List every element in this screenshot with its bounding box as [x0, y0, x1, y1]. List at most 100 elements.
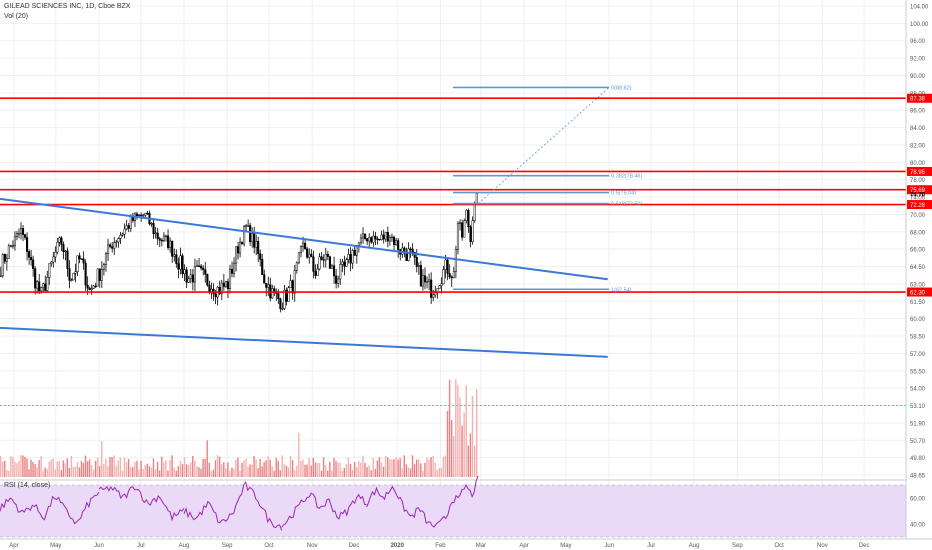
candle-body: [195, 265, 199, 267]
volume-bar: [70, 455, 73, 477]
volume-bar: [216, 455, 219, 477]
volume-bar: [169, 459, 171, 477]
volume-bar: [341, 470, 343, 477]
volume-bar: [171, 455, 173, 477]
candle-body: [17, 233, 21, 235]
volume-bar: [158, 470, 161, 477]
candle-body: [64, 250, 67, 253]
volume-bar: [436, 469, 438, 477]
chart-drawings: 0(88.62) 0.382(78.46) 0.5(75.04) 0.618(72.5…: [0, 85, 906, 358]
volume-bar: [163, 462, 165, 477]
x-tick-label: Feb: [435, 543, 446, 549]
candle-body: [113, 242, 116, 249]
candle-body: [297, 252, 300, 264]
volume-bar: [0, 456, 2, 477]
candle-body: [446, 259, 449, 274]
volume-bar: [322, 457, 325, 477]
volume-bar: [241, 462, 243, 477]
price-tick-label: 88.00: [910, 91, 926, 97]
volume-bars: [0, 379, 906, 477]
candle-body: [24, 234, 27, 238]
volume-bar: [360, 462, 362, 477]
volume-bar: [320, 470, 323, 477]
candle-body: [378, 238, 381, 241]
volume-bar: [117, 460, 119, 477]
rsi-tick-label: 40.00: [910, 523, 926, 529]
volume-bar: [177, 466, 179, 477]
price-tick-label: 54.00: [910, 387, 926, 393]
price-tick-label: 60.00: [910, 317, 926, 323]
volume-bar: [475, 389, 478, 477]
candle-body: [183, 269, 186, 274]
candle-body: [115, 241, 118, 243]
candle-body: [417, 265, 420, 267]
volume-bar: [393, 459, 395, 477]
candle-body: [432, 294, 435, 298]
candle-body: [60, 237, 63, 245]
volume-bar: [455, 379, 457, 477]
candle-body: [339, 264, 342, 280]
candle-body: [138, 214, 141, 216]
volume-bar: [60, 470, 63, 477]
volume-bar: [68, 467, 71, 477]
candle-body: [440, 283, 443, 287]
candle-body: [26, 237, 29, 252]
volume-bar: [121, 470, 124, 477]
volume-bar: [428, 459, 430, 477]
volume-bar: [214, 460, 217, 477]
candle-body: [220, 282, 223, 294]
volume-bar: [275, 457, 277, 477]
volume-bar: [90, 464, 93, 477]
candle-body: [146, 212, 149, 215]
candle-body: [214, 293, 217, 298]
volume-bar: [271, 466, 273, 477]
volume-bar: [32, 461, 34, 477]
volume-bar: [212, 469, 215, 477]
volume-bar: [233, 468, 235, 477]
volume-bar: [247, 466, 249, 477]
price-axis: 60.00 40.00 87.38 78.95 75.69 72.28 62.30 104.0…: [9, 0, 932, 549]
volume-bar: [444, 455, 447, 477]
volume-bar: [34, 464, 36, 477]
volume-bar: [92, 469, 95, 477]
volume-bar: [269, 459, 271, 477]
price-tick-label: 50.70: [910, 439, 926, 445]
candle-body: [160, 239, 163, 242]
candle-body: [13, 236, 16, 246]
volume-bar: [227, 462, 229, 477]
x-tick-label: Dec: [349, 543, 360, 549]
price-tick-label: 49.80: [910, 456, 926, 462]
candle-body: [304, 242, 307, 250]
candle-body: [243, 226, 246, 245]
x-tick-label: Jun: [604, 543, 614, 549]
volume-bar: [397, 459, 399, 477]
candle-body: [187, 278, 190, 283]
volume-bar: [44, 467, 46, 477]
volume-bar: [422, 470, 424, 477]
volume-bar: [318, 463, 321, 477]
volume-bar: [48, 461, 50, 477]
volume-bar: [64, 462, 67, 477]
candle-body: [351, 250, 354, 264]
candle-body: [366, 238, 369, 242]
volume-bar: [273, 470, 275, 477]
volume-bar: [10, 456, 12, 477]
volume-bar: [148, 466, 151, 477]
candle-body: [129, 216, 132, 229]
volume-bar: [249, 464, 251, 477]
rsi-line: [0, 491, 100, 525]
candle-body: [235, 246, 238, 264]
volume-bar: [457, 384, 459, 477]
candle-body: [359, 237, 363, 243]
level-price-label: 62.30: [910, 291, 926, 297]
volume-bar: [296, 465, 298, 477]
volume-bar: [6, 469, 8, 477]
candle-body: [102, 264, 105, 270]
candle-body: [52, 256, 55, 263]
x-tick-label: Sep: [222, 543, 233, 549]
volume-bar: [107, 465, 109, 477]
candle-body: [44, 283, 47, 291]
volume-bar: [283, 464, 286, 477]
candle-body: [222, 282, 225, 287]
current-price-label: 74.70: [910, 193, 926, 199]
